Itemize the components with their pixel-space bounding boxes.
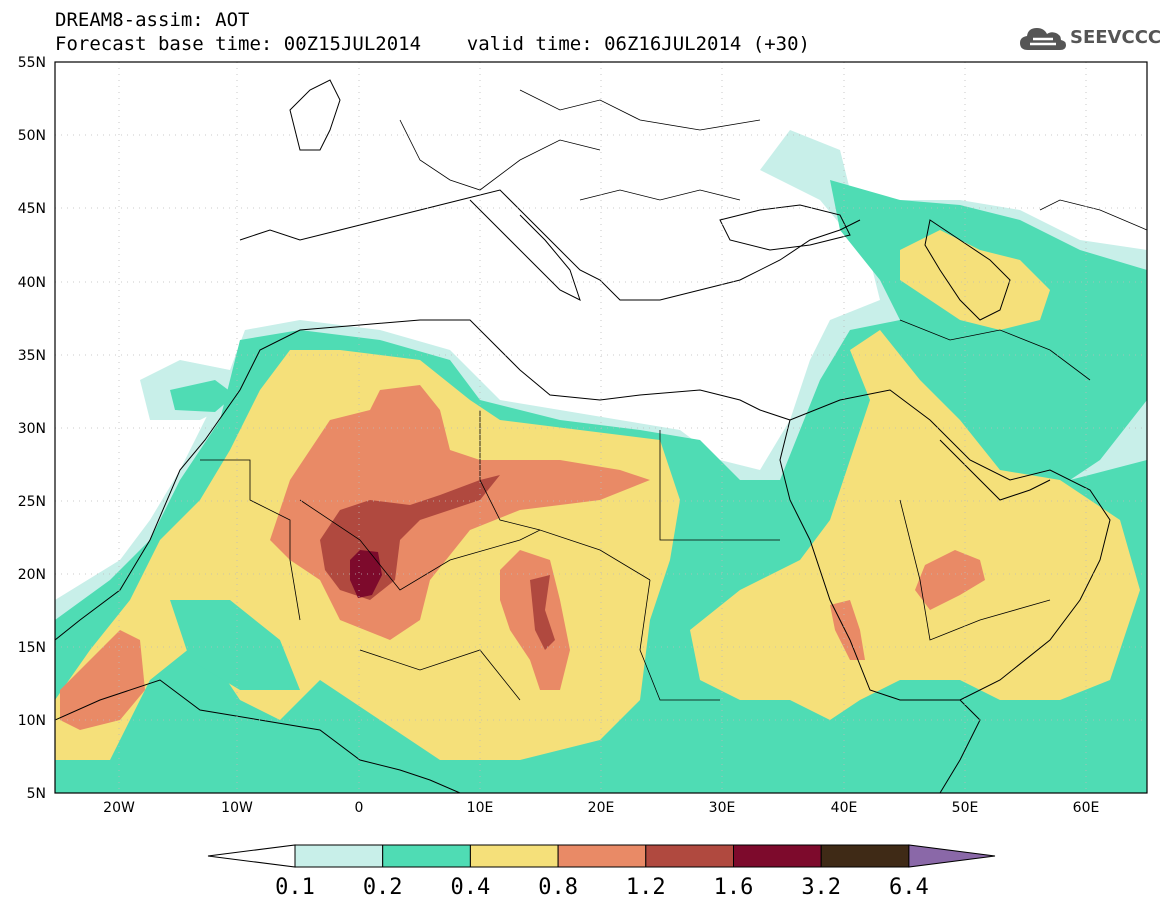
coastline-europe <box>239 189 861 301</box>
cloud-icon <box>1020 28 1066 50</box>
longitude-labels: 20W 10W 0 10E 20E 30E 40E 50E 60E <box>103 800 1099 816</box>
coastline-gulf <box>939 439 1051 501</box>
border-iran <box>899 319 1091 381</box>
colorbar-level-label: 0.1 <box>275 875 315 900</box>
colorbar-swatch <box>469 844 559 868</box>
lat-label: 35N <box>18 348 46 364</box>
colorbar-level-label: 0.8 <box>538 875 578 900</box>
aot-band-0.4-arabia <box>690 330 1140 720</box>
lat-label: 20N <box>18 567 46 583</box>
aot-contour-fields <box>55 130 1147 793</box>
lat-label: 10N <box>18 713 46 729</box>
border-saudi <box>899 499 1051 641</box>
colorbar-level-label: 3.2 <box>801 875 841 900</box>
aot-band-0.8-redsea <box>830 600 865 660</box>
graticule <box>55 62 1147 793</box>
coastline-italy <box>469 199 581 301</box>
country-borders <box>200 89 1147 701</box>
coastlines <box>55 79 1111 793</box>
lat-label: 30N <box>18 421 46 437</box>
coastline-africa <box>55 319 981 793</box>
lon-label: 30E <box>709 800 736 816</box>
lon-label: 20E <box>588 800 615 816</box>
colorbar: 0.1 0.2 0.4 0.8 1.2 1.6 3.2 6.4 <box>207 844 996 900</box>
border-sahara-1 <box>200 459 301 621</box>
colorbar-swatch <box>382 844 471 868</box>
lat-label: 45N <box>18 201 46 217</box>
coastline-britain <box>289 79 341 151</box>
lon-label: 20W <box>103 800 135 816</box>
border-egypt <box>659 430 780 541</box>
colorbar-swatch <box>733 844 822 868</box>
border-europe-3 <box>579 189 741 201</box>
coastline-caspian <box>924 219 1011 321</box>
aot-band-0.4-sahel <box>170 600 300 690</box>
lat-label: 5N <box>27 786 46 802</box>
aot-band-0.8-westafrica <box>60 630 145 730</box>
colorbar-swatch <box>294 844 384 868</box>
lat-label: 40N <box>18 275 46 291</box>
colorbar-level-label: 0.4 <box>451 875 491 900</box>
lon-label: 60E <box>1073 800 1100 816</box>
colorbar-max-arrow <box>908 844 996 868</box>
lat-label: 15N <box>18 640 46 656</box>
coastline-guinea <box>55 679 461 793</box>
colorbar-min-arrow <box>207 844 296 868</box>
colorbar-swatch <box>645 844 734 868</box>
border-sudan <box>639 579 720 701</box>
colorbar-level-label: 1.6 <box>714 875 754 900</box>
aot-band-0.4-caspian <box>900 230 1050 330</box>
border-sahara-2 <box>299 499 651 591</box>
colorbar-level-label: 1.2 <box>626 875 666 900</box>
border-nigeria <box>359 649 521 701</box>
colorbar-level-label: 0.2 <box>363 875 403 900</box>
lon-label: 40E <box>831 800 858 816</box>
lat-label: 55N <box>18 55 46 71</box>
seevccc-logo: SEEVCCC <box>1018 24 1162 58</box>
aot-band-1.2-chad <box>530 575 555 650</box>
colorbar-swatch <box>820 844 910 868</box>
border-europe-1 <box>399 119 601 191</box>
latitude-labels: 55N 50N 45N 40N 35N 30N 25N 20N 15N 10N … <box>18 55 46 802</box>
border-kazakh <box>1039 199 1147 231</box>
lat-label: 25N <box>18 494 46 510</box>
border-europe-2 <box>519 89 761 131</box>
lat-label: 50N <box>18 128 46 144</box>
coastline-arabia <box>789 389 1111 701</box>
lon-label: 0 <box>355 800 364 816</box>
logo-text: SEEVCCC <box>1070 27 1162 48</box>
aot-band-1.6 <box>350 550 382 598</box>
lon-label: 50E <box>952 800 979 816</box>
coastline-blacksea <box>719 204 851 251</box>
forecast-time-subtitle: Forecast base time: 00Z15JUL2014 valid t… <box>55 33 810 55</box>
map-frame <box>54 61 1148 794</box>
colorbar-swatch <box>557 844 647 868</box>
colorbar-level-label: 6.4 <box>889 875 929 900</box>
lon-label: 10W <box>221 800 253 816</box>
aot-band-0.8-arabia <box>915 550 985 610</box>
lon-label: 10E <box>467 800 494 816</box>
aot-band-0.2-atlantic <box>170 380 235 412</box>
border-sahara-3 <box>479 410 541 531</box>
chart-title: DREAM8-assim: AOT <box>55 9 250 31</box>
